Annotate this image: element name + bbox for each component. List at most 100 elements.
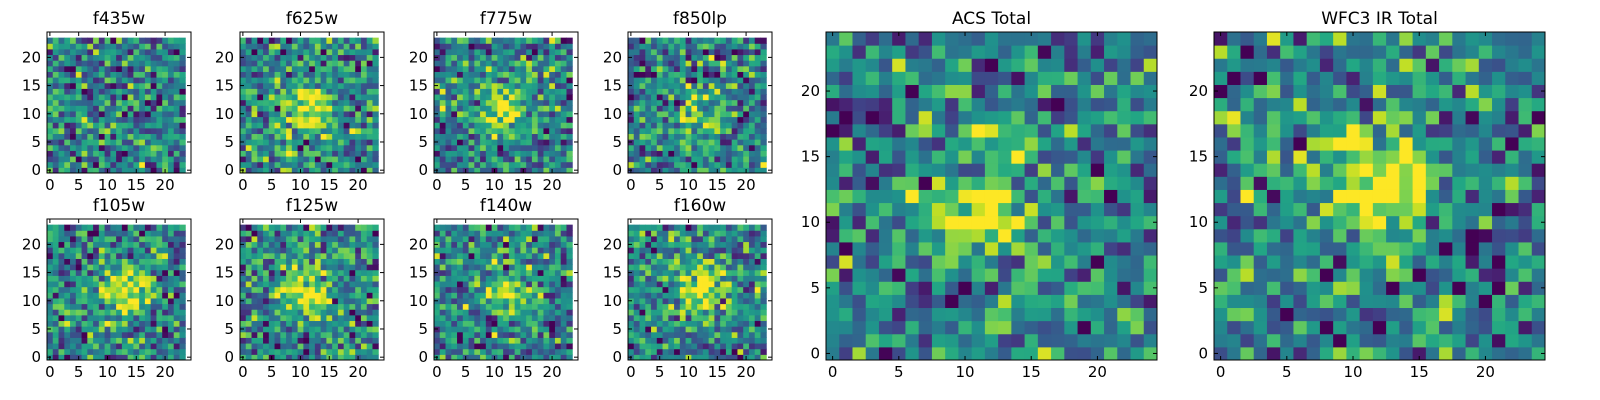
- heatmap-cell: [702, 320, 710, 327]
- heatmap-cell: [58, 150, 65, 157]
- heatmap-cell: [566, 230, 573, 237]
- heatmap-cell: [343, 110, 350, 118]
- heatmap-cell: [439, 127, 447, 135]
- heatmap-cell: [245, 77, 253, 84]
- heatmap-cell: [320, 105, 327, 112]
- heatmap-cell: [633, 224, 641, 231]
- heatmap-cell: [47, 37, 54, 44]
- heatmap-cell: [320, 150, 327, 157]
- heatmap-cell: [64, 286, 71, 293]
- heatmap-cell: [110, 144, 117, 151]
- heatmap-cell: [554, 275, 562, 282]
- heatmap-cell: [451, 105, 458, 112]
- heatmap-cell: [691, 144, 698, 151]
- heatmap-cell: [274, 65, 281, 72]
- heatmap-cell: [268, 82, 276, 89]
- heatmap-cell: [457, 116, 464, 123]
- heatmap-cell: [457, 77, 464, 84]
- heatmap-cell: [274, 144, 281, 151]
- heatmap-cell: [439, 122, 447, 129]
- heatmap-cell: [662, 235, 669, 243]
- heatmap-cell: [748, 269, 756, 276]
- heatmap-cell: [251, 348, 258, 355]
- heatmap-cell: [98, 337, 106, 344]
- heatmap-cell: [337, 320, 345, 327]
- heatmap-cell: [52, 150, 60, 157]
- heatmap-cell: [639, 309, 646, 316]
- heatmap-cell: [179, 269, 186, 276]
- heatmap-cell: [714, 127, 721, 135]
- heatmap-cell: [245, 224, 253, 231]
- heatmap-cell: [679, 235, 687, 243]
- heatmap-cell: [286, 88, 293, 95]
- heatmap-cell: [725, 354, 733, 361]
- heatmap-cell: [309, 94, 316, 101]
- heatmap-cell: [263, 314, 270, 322]
- heatmap-cell: [514, 275, 521, 282]
- heatmap-cell: [366, 167, 373, 174]
- heatmap-cell: [720, 314, 727, 322]
- heatmap-cell: [485, 309, 493, 316]
- y-tick-label: 15: [603, 77, 622, 95]
- heatmap-cell: [355, 258, 362, 265]
- heatmap-cell: [240, 77, 247, 84]
- heatmap-cell: [326, 54, 333, 61]
- heatmap-cell: [245, 110, 253, 118]
- heatmap-cell: [503, 65, 510, 72]
- heatmap-cell: [520, 161, 527, 168]
- heatmap-cell: [566, 269, 573, 276]
- heatmap-cell: [366, 139, 373, 146]
- heatmap-cell: [537, 94, 544, 101]
- heatmap-cell: [268, 320, 276, 327]
- heatmap-cell: [173, 88, 180, 95]
- heatmap-cell: [245, 269, 253, 276]
- heatmap-cell: [133, 48, 140, 56]
- heatmap-cell: [633, 297, 641, 305]
- heatmap-cell: [133, 230, 140, 237]
- heatmap-cell: [144, 71, 152, 78]
- heatmap-cell: [491, 133, 498, 140]
- heatmap-cell: [674, 258, 681, 265]
- heatmap-cell: [543, 286, 550, 293]
- heatmap-cell: [332, 94, 339, 101]
- heatmap-cell: [240, 127, 247, 135]
- heatmap-cell: [64, 303, 71, 310]
- heatmap-cell: [462, 258, 470, 265]
- heatmap-cell: [462, 161, 470, 168]
- heatmap-cell: [303, 71, 310, 78]
- heatmap-cell: [360, 320, 368, 327]
- heatmap-cell: [297, 65, 304, 72]
- heatmap-cell: [286, 127, 293, 135]
- heatmap-cell: [98, 161, 106, 168]
- heatmap-cell: [485, 94, 493, 101]
- heatmap-cell: [245, 65, 253, 72]
- heatmap-cell: [668, 48, 675, 56]
- heatmap-cell: [167, 314, 175, 322]
- heatmap-cell: [297, 241, 304, 248]
- heatmap-cell: [366, 71, 373, 78]
- heatmap-cell: [537, 247, 544, 254]
- heatmap-cell: [760, 224, 767, 231]
- heatmap-cell: [702, 167, 710, 174]
- heatmap-cell: [104, 127, 111, 135]
- heatmap-cell: [162, 331, 169, 338]
- heatmap-cell: [337, 144, 345, 151]
- heatmap-cell: [474, 105, 481, 112]
- y-tick-label: 0: [224, 161, 234, 179]
- heatmap-cell: [173, 82, 180, 89]
- heatmap-cell: [462, 320, 470, 327]
- heatmap-cell: [144, 292, 152, 299]
- heatmap-cell: [52, 48, 60, 56]
- heatmap-cell: [372, 94, 379, 101]
- heatmap-cell: [931, 346, 946, 361]
- heatmap-cell: [343, 320, 350, 327]
- heatmap-cell: [297, 122, 304, 129]
- heatmap-cell: [314, 161, 322, 168]
- heatmap-cell: [139, 60, 146, 67]
- heatmap-cell: [754, 82, 761, 89]
- heatmap-cell: [554, 133, 562, 140]
- heatmap-cell: [702, 281, 710, 288]
- heatmap-cell: [748, 275, 756, 282]
- heatmap-cell: [662, 309, 669, 316]
- heatmap-cell: [70, 235, 77, 243]
